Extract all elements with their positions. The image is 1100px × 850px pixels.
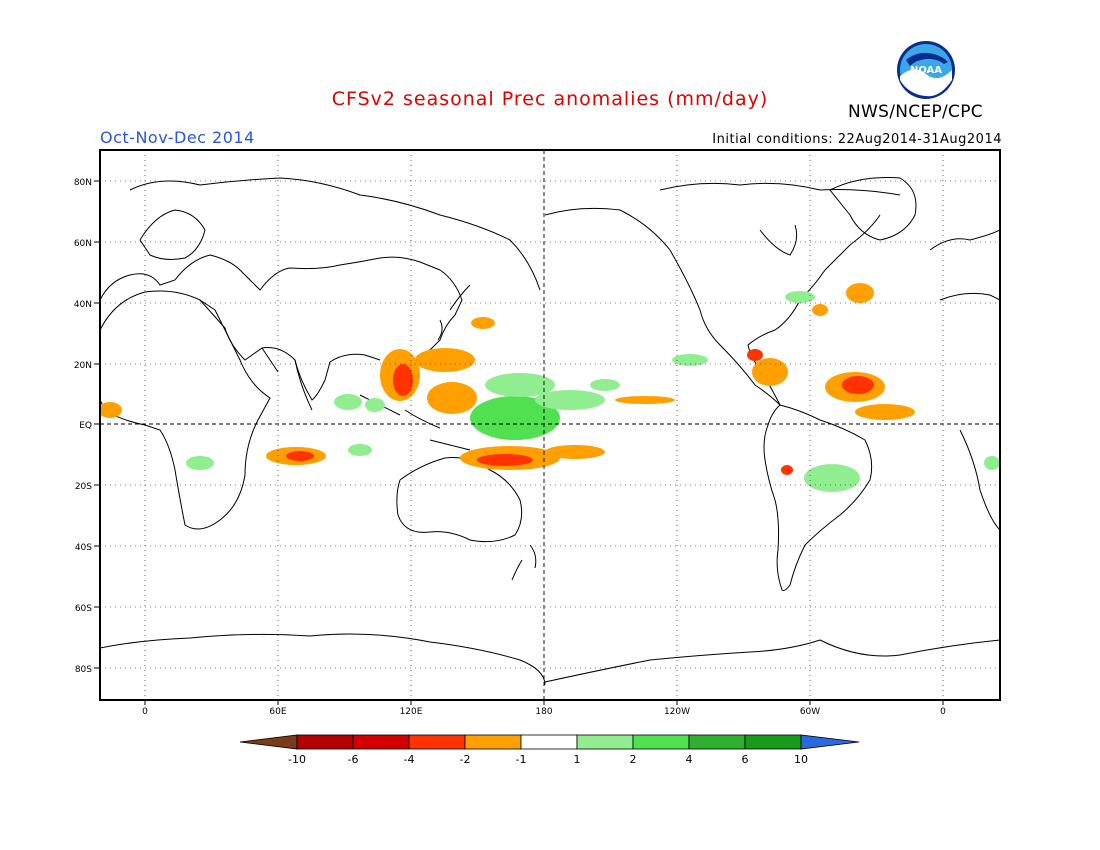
anomaly-neg-maritime-core xyxy=(477,454,533,466)
coast-arctic-america xyxy=(659,182,901,196)
coast-hudson xyxy=(759,224,798,256)
longitude-labels: 0 60E 120E 180 120W 60W 0 xyxy=(142,700,946,717)
latitude-labels: 80N 60N 40N 20N EQ 20S 40S 60S 80S xyxy=(74,178,100,675)
anomaly-neg-atlantic-eq xyxy=(855,404,915,420)
colorbar-tick-label: 10 xyxy=(794,753,808,766)
coast-australia xyxy=(396,457,523,543)
anomaly-fields xyxy=(100,283,1000,492)
anomaly-pos-central-pacific xyxy=(470,396,560,440)
colorbar: -10 -6 -4 -2 -1 1 2 4 6 10 xyxy=(239,734,860,766)
coast-europe-right xyxy=(929,229,1000,251)
colorbar-segment xyxy=(744,734,802,750)
anomaly-neg-japan xyxy=(471,317,495,329)
map-title: CFSv2 seasonal Prec anomalies (mm/day) xyxy=(331,88,769,110)
agency-label: NWS/NCEP/CPC xyxy=(848,102,983,122)
lon-label: 0 xyxy=(940,707,946,717)
anomaly-neg-wpac2 xyxy=(427,382,477,414)
anomaly-neg-gulf-guinea xyxy=(100,402,122,418)
lat-label: 60S xyxy=(75,604,92,614)
colorbar-segment xyxy=(520,734,578,750)
colorbar-segment xyxy=(352,734,410,750)
lon-label: 60E xyxy=(269,707,286,717)
colorbar-tick-label: 4 xyxy=(686,753,693,766)
anomaly-neg-caribbean xyxy=(752,358,788,386)
coast-africa-right xyxy=(939,292,1000,531)
anomaly-pos-brazil xyxy=(804,464,860,492)
coast-india xyxy=(261,347,313,411)
lon-label: 180 xyxy=(535,707,552,717)
colorbar-segment xyxy=(408,734,466,750)
anomaly-neg-spcz xyxy=(545,445,605,459)
colorbar-segment xyxy=(296,734,354,750)
colorbar-tick-label: -2 xyxy=(460,753,471,766)
colorbar-tick-label: -10 xyxy=(288,753,306,766)
anomaly-pos-africa xyxy=(186,456,214,470)
colorbar-tick-label: 1 xyxy=(574,753,581,766)
lat-label: 80S xyxy=(75,665,92,675)
colorbar-arrow-high xyxy=(800,734,860,750)
map-frame xyxy=(99,149,1001,701)
coast-arctic-eurasia xyxy=(129,177,541,291)
anomaly-neg-atlantic-n xyxy=(846,283,874,303)
coast-scandinavia xyxy=(139,209,206,260)
colorbar-tick-label: -6 xyxy=(348,753,359,766)
colorbar-tick-label: 6 xyxy=(742,753,749,766)
lat-label: 40N xyxy=(74,300,92,310)
lat-label: 20S xyxy=(75,482,92,492)
anomaly-pos-indian-ocean2 xyxy=(365,398,385,412)
lat-label: 60N xyxy=(74,239,92,249)
lat-label: 20N xyxy=(74,361,92,371)
colorbar-tick-label: -4 xyxy=(404,753,415,766)
anomaly-neg-epac xyxy=(615,396,675,404)
lon-label: 60W xyxy=(800,707,820,717)
colorbar-arrow-low xyxy=(239,734,298,750)
anomaly-neg-indian-s-core xyxy=(286,451,314,461)
colorbar-segment xyxy=(688,734,746,750)
anomaly-pos-pacific-band2 xyxy=(590,379,620,391)
noaa-logo: NOAA xyxy=(897,41,955,99)
anomaly-neg-philippine-core xyxy=(393,364,413,396)
coast-new-zealand xyxy=(511,544,537,581)
lon-label: 120W xyxy=(664,707,690,717)
anomaly-pos-indian-ocean xyxy=(334,394,362,410)
colorbar-segment xyxy=(576,734,634,750)
coast-eurasia xyxy=(100,254,463,401)
lon-label: 120E xyxy=(400,707,423,717)
lon-label: 0 xyxy=(142,707,148,717)
colorbar-tick-label: -1 xyxy=(516,753,527,766)
period-label: Oct-Nov-Dec 2014 xyxy=(100,128,255,147)
anomaly-neg-wpac xyxy=(415,348,475,372)
logo-text: NOAA xyxy=(910,65,942,76)
coast-greenland xyxy=(829,177,917,241)
anomaly-pos-central-pacific-north xyxy=(485,373,555,397)
lat-label: 80N xyxy=(74,178,92,188)
anomaly-pos-indian-s xyxy=(348,444,372,456)
anomaly-pos-atlantic-n xyxy=(785,291,815,303)
initial-conditions-label: Initial conditions: 22Aug2014-31Aug2014 xyxy=(712,132,1002,147)
coast-japan xyxy=(437,284,471,341)
anomaly-pos-nepacific xyxy=(672,354,708,366)
lat-label: EQ xyxy=(79,421,92,431)
colorbar-tick-label: 2 xyxy=(630,753,637,766)
lat-label: 40S xyxy=(75,543,92,553)
anomaly-neg-peru xyxy=(781,465,793,475)
anomaly-neg-caribbean-core xyxy=(747,349,763,361)
coast-south-america xyxy=(763,404,873,591)
gridlines xyxy=(100,150,1000,700)
anomaly-neg-atlantic-core xyxy=(842,376,874,394)
coast-north-america xyxy=(544,207,881,406)
coast-antarctica xyxy=(100,633,1000,686)
anomaly-neg-atlantic-n2 xyxy=(812,304,828,316)
colorbar-segment xyxy=(464,734,522,750)
anomaly-pos-pacific-band xyxy=(535,390,605,410)
colorbar-segment xyxy=(632,734,690,750)
anomaly-pos-right-edge xyxy=(984,456,1000,470)
coast-africa xyxy=(100,290,271,530)
